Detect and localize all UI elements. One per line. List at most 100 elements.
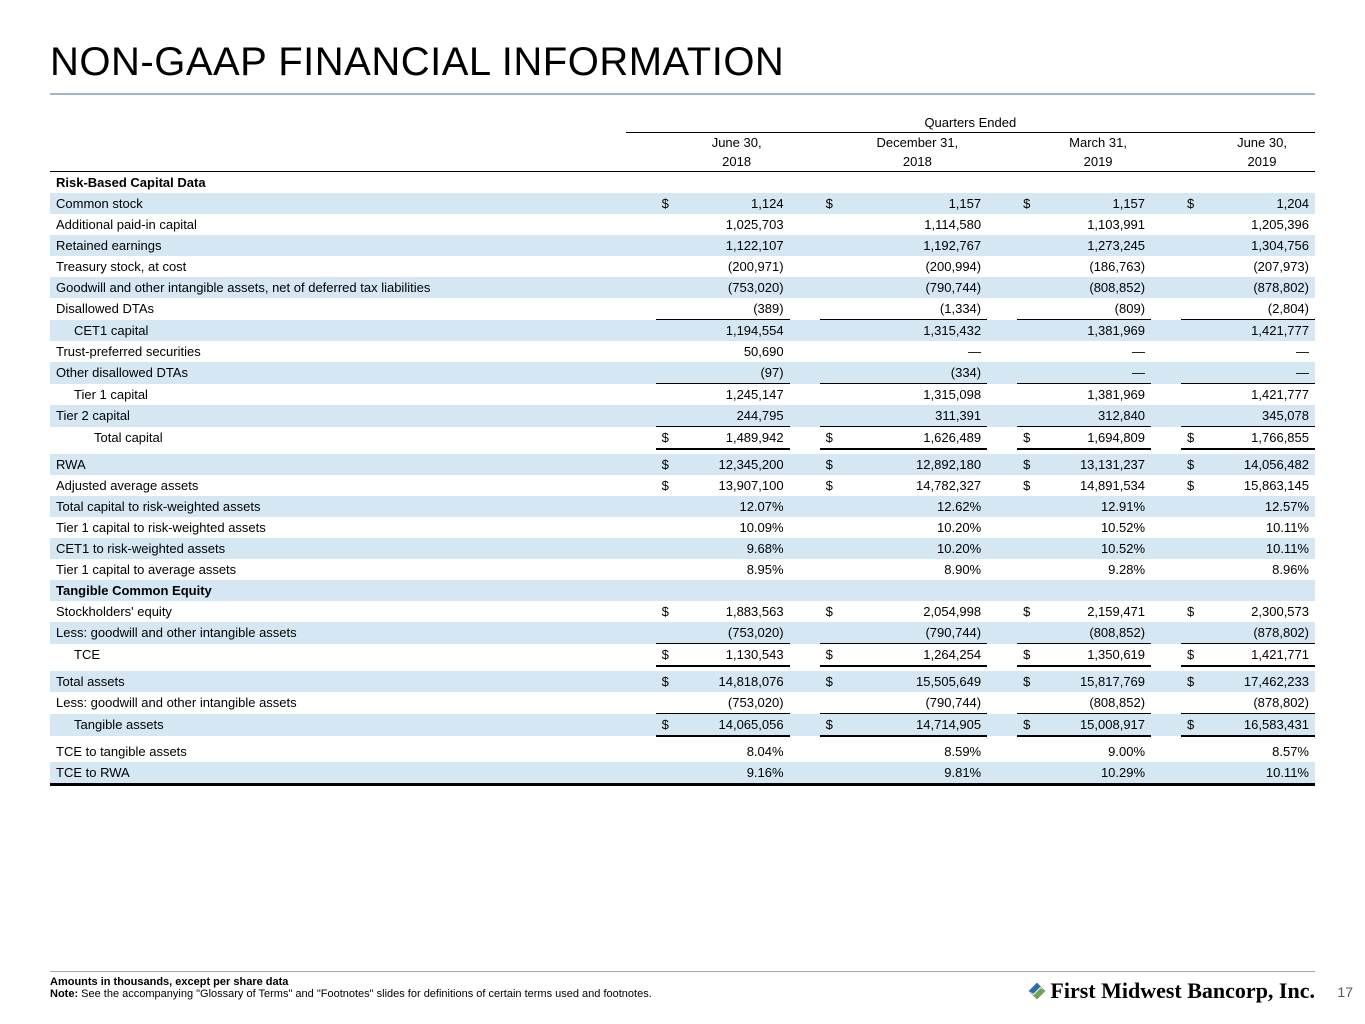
currency-symbol: $ (1017, 714, 1045, 737)
currency-symbol (1181, 362, 1209, 384)
currency-symbol: $ (820, 644, 848, 667)
currency-symbol (1017, 172, 1045, 194)
cell-value: 1,304,756 (1209, 235, 1315, 256)
currency-symbol: $ (820, 454, 848, 475)
currency-symbol (1017, 580, 1045, 601)
currency-symbol (656, 692, 684, 714)
cell-value: (809) (1045, 298, 1151, 320)
currency-symbol: $ (656, 475, 684, 496)
currency-symbol (1017, 517, 1045, 538)
row-label: Adjusted average assets (50, 475, 626, 496)
column-header: 2019 (1209, 152, 1315, 172)
currency-symbol (656, 341, 684, 362)
currency-symbol (1181, 384, 1209, 406)
row-label: Other disallowed DTAs (50, 362, 626, 384)
page-title: NON-GAAP FINANCIAL INFORMATION (50, 40, 1315, 85)
title-rule (50, 93, 1315, 95)
currency-symbol: $ (656, 601, 684, 622)
cell-value: 1,883,563 (684, 601, 790, 622)
cell-value: 8.59% (848, 741, 988, 762)
currency-symbol (1181, 762, 1209, 785)
row-label: Retained earnings (50, 235, 626, 256)
cell-value: 13,907,100 (684, 475, 790, 496)
cell-value: 1,381,969 (1045, 384, 1151, 406)
currency-symbol: $ (1017, 475, 1045, 496)
row-label: Less: goodwill and other intangible asse… (50, 692, 626, 714)
currency-symbol (656, 405, 684, 427)
column-header: June 30, (1209, 133, 1315, 153)
cell-value: 1,315,098 (848, 384, 988, 406)
cell-value: 1,157 (848, 193, 988, 214)
currency-symbol (656, 580, 684, 601)
cell-value (848, 172, 988, 194)
cell-value: (207,973) (1209, 256, 1315, 277)
currency-symbol (820, 214, 848, 235)
cell-value: 10.11% (1209, 762, 1315, 785)
currency-symbol (1017, 256, 1045, 277)
currency-symbol (1017, 559, 1045, 580)
currency-symbol: $ (820, 193, 848, 214)
currency-symbol: $ (1181, 193, 1209, 214)
row-label: Tier 1 capital to average assets (50, 559, 626, 580)
cell-value: 2,300,573 (1209, 601, 1315, 622)
cell-value: 1,114,580 (848, 214, 988, 235)
cell-value: (2,804) (1209, 298, 1315, 320)
currency-symbol: $ (820, 427, 848, 450)
currency-symbol (1181, 538, 1209, 559)
row-label: CET1 to risk-weighted assets (50, 538, 626, 559)
cell-value: (808,852) (1045, 622, 1151, 644)
cell-value: 1,694,809 (1045, 427, 1151, 450)
cell-value: 1,192,767 (848, 235, 988, 256)
currency-symbol (1017, 762, 1045, 785)
currency-symbol (656, 235, 684, 256)
cell-value: 1,245,147 (684, 384, 790, 406)
currency-symbol (1181, 320, 1209, 342)
currency-symbol (1017, 298, 1045, 320)
row-label: Risk-Based Capital Data (50, 172, 626, 194)
currency-symbol: $ (1181, 454, 1209, 475)
cell-value: 1,205,396 (1209, 214, 1315, 235)
cell-value: 12.62% (848, 496, 988, 517)
cell-value: (878,802) (1209, 692, 1315, 714)
cell-value: 8.04% (684, 741, 790, 762)
currency-symbol (1181, 496, 1209, 517)
cell-value: 16,583,431 (1209, 714, 1315, 737)
currency-symbol: $ (1181, 714, 1209, 737)
cell-value (1045, 172, 1151, 194)
cell-value: 1,315,432 (848, 320, 988, 342)
cell-value: (753,020) (684, 622, 790, 644)
cell-value: 1,264,254 (848, 644, 988, 667)
cell-value: (389) (684, 298, 790, 320)
row-label: Stockholders' equity (50, 601, 626, 622)
cell-value: 1,130,543 (684, 644, 790, 667)
cell-value: 10.20% (848, 538, 988, 559)
cell-value: 12.07% (684, 496, 790, 517)
cell-value: 9.00% (1045, 741, 1151, 762)
column-header: 2019 (1045, 152, 1151, 172)
cell-value: 12.91% (1045, 496, 1151, 517)
cell-value (1045, 580, 1151, 601)
cell-value: 10.09% (684, 517, 790, 538)
cell-value: 12.57% (1209, 496, 1315, 517)
currency-symbol (1181, 692, 1209, 714)
currency-symbol (656, 741, 684, 762)
cell-value: 1,204 (1209, 193, 1315, 214)
currency-symbol (1181, 256, 1209, 277)
cell-value: (753,020) (684, 277, 790, 298)
currency-symbol: $ (1181, 644, 1209, 667)
currency-symbol (1017, 622, 1045, 644)
currency-symbol (1017, 538, 1045, 559)
cell-value: (200,971) (684, 256, 790, 277)
currency-symbol (820, 538, 848, 559)
currency-symbol (1017, 384, 1045, 406)
currency-symbol (1017, 692, 1045, 714)
currency-symbol (1017, 341, 1045, 362)
cell-value: 10.20% (848, 517, 988, 538)
currency-symbol (820, 496, 848, 517)
cell-value: 345,078 (1209, 405, 1315, 427)
currency-symbol (656, 559, 684, 580)
currency-symbol (1181, 277, 1209, 298)
currency-symbol: $ (656, 644, 684, 667)
cell-value (684, 580, 790, 601)
currency-symbol (1181, 214, 1209, 235)
